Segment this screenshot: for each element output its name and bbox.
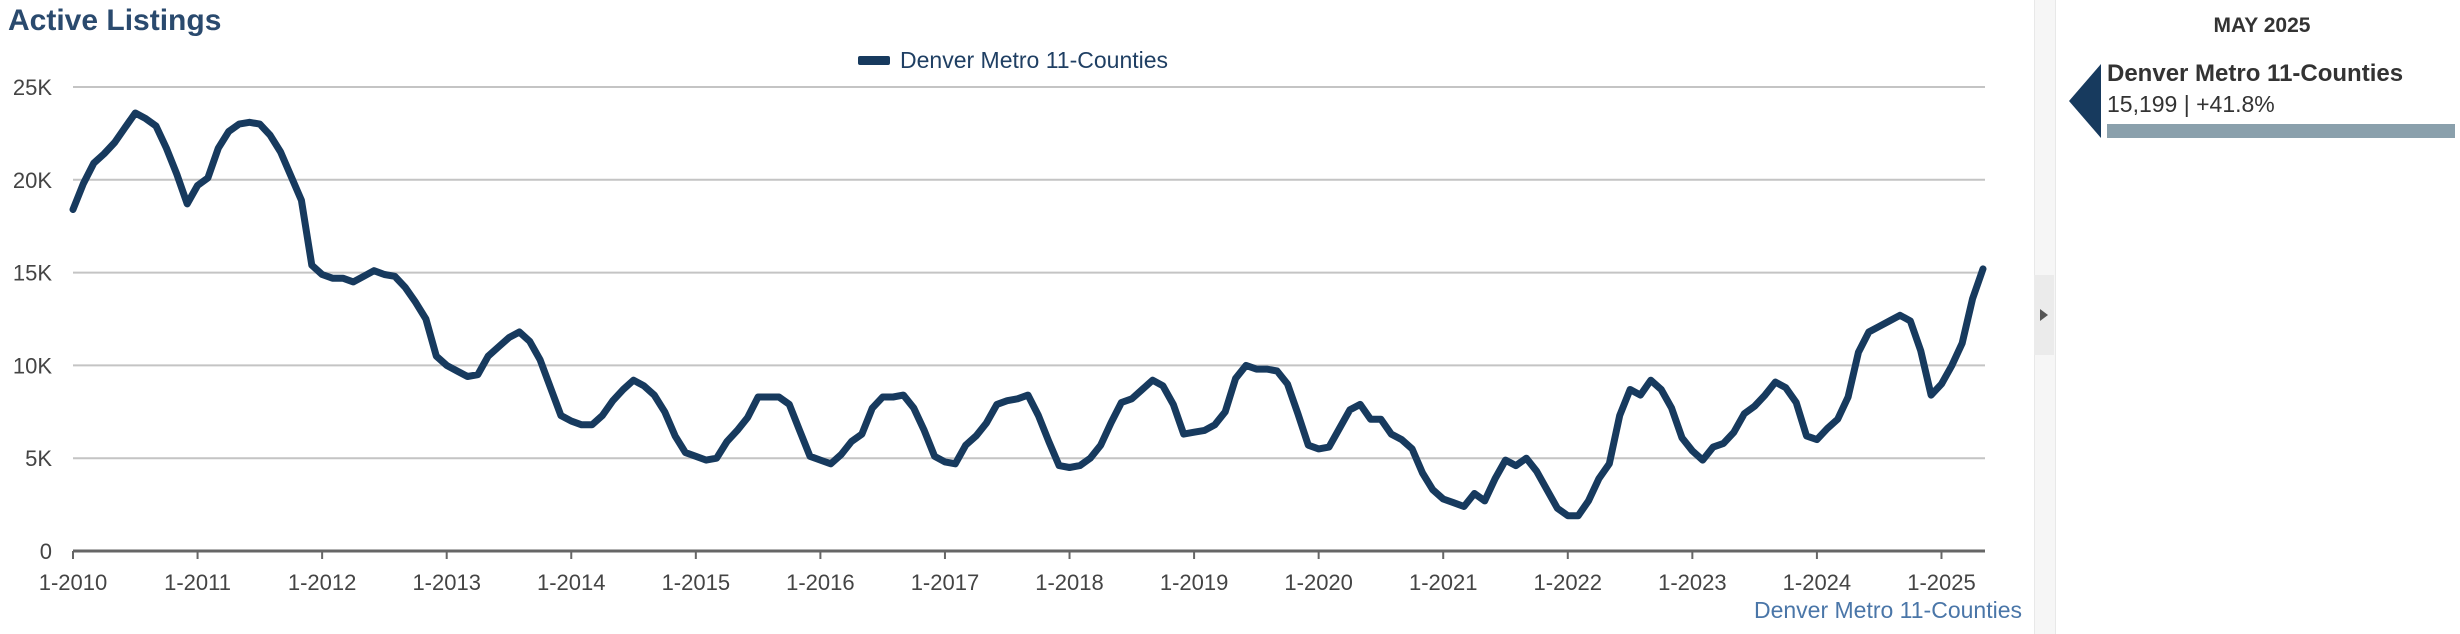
y-tick-label: 5K	[25, 446, 52, 471]
line-chart: 0 5K 10K 15K 20K 25K 1-2010 1-2011 1-2012 1-2013…	[13, 75, 1987, 595]
x-tick-label: 1-2023	[1658, 570, 1727, 595]
series-marker-icon	[2069, 64, 2101, 138]
x-tick-label: 1-2011	[164, 570, 231, 595]
x-tick-label: 1-2016	[786, 570, 855, 595]
x-tick-label: 1-2010	[39, 570, 108, 595]
x-tick-label: 1-2024	[1783, 570, 1852, 595]
x-tick-label: 1-2019	[1160, 570, 1229, 595]
panel-series-value: 15,199 | +41.8%	[2107, 91, 2275, 117]
y-axis-ticks: 0 5K 10K 15K 20K 25K	[13, 75, 52, 564]
chart-legend[interactable]: Denver Metro 11-Counties	[858, 47, 1168, 74]
page-title: Active Listings	[8, 4, 222, 37]
x-tick-label: 1-2015	[662, 570, 731, 595]
panel-date: MAY 2025	[2213, 14, 2311, 37]
x-tick-label: 1-2012	[288, 570, 357, 595]
y-tick-label: 0	[40, 539, 52, 564]
y-tick-label: 15K	[13, 261, 52, 286]
panel-value-bar	[2107, 124, 2455, 138]
x-tick-label: 1-2018	[1035, 570, 1104, 595]
x-axis: 1-2010 1-2011 1-2012 1-2013 1-2014 1-2015 1-20…	[39, 549, 1985, 595]
x-tick-label: 1-2021	[1409, 570, 1478, 595]
series-footer-label: Denver Metro 11-Counties	[1753, 597, 2022, 623]
caret-right-icon	[2040, 309, 2048, 321]
x-tick-label: 1-2020	[1284, 570, 1353, 595]
legend-label: Denver Metro 11-Counties	[900, 47, 1169, 73]
x-tick-label: 1-2022	[1534, 570, 1603, 595]
x-tick-label: 1-2013	[412, 570, 481, 595]
y-tick-label: 10K	[13, 353, 52, 378]
y-tick-label: 25K	[13, 75, 52, 100]
x-tick-label: 1-2017	[911, 570, 980, 595]
series-line	[69, 109, 1987, 520]
x-tick-label: 1-2014	[537, 570, 606, 595]
legend-swatch	[858, 56, 890, 65]
panel-value-bar-fill	[2107, 124, 2455, 138]
y-tick-label: 20K	[13, 168, 52, 193]
chart-series	[69, 109, 1987, 520]
detail-panel: MAY 2025 Denver Metro 11-Counties 15,199…	[2064, 0, 2460, 634]
panel-series-name: Denver Metro 11-Counties	[2107, 60, 2404, 87]
x-tick-label: 1-2025	[1907, 570, 1976, 595]
collapse-panel-button[interactable]	[2034, 275, 2054, 355]
